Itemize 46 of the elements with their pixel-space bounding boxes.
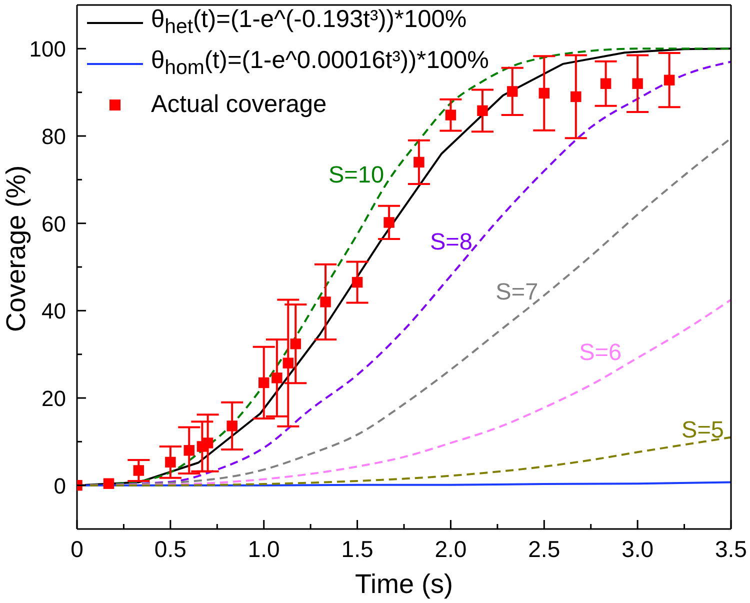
point — [202, 438, 214, 448]
series-label: S=8 — [430, 228, 472, 255]
y-tick-label: 40 — [42, 298, 66, 324]
point — [600, 78, 612, 89]
point — [352, 276, 363, 288]
series-label: S=5 — [682, 416, 724, 442]
point — [477, 105, 488, 116]
point — [133, 465, 144, 476]
y-axis-title: Coverage (%) — [1, 165, 31, 332]
point — [538, 88, 550, 99]
point — [632, 78, 643, 89]
legend-label: θ$_{het}$(t)=(1-e^(-0.193t³))*100% — [151, 6, 467, 39]
series-label: S=6 — [579, 338, 622, 365]
point — [320, 296, 331, 308]
point — [258, 377, 270, 388]
x-axis-title: Time (s) — [355, 569, 453, 599]
x-tick-label: 2.5 — [528, 536, 560, 562]
y-tick-label: 80 — [42, 124, 66, 149]
series-label: S=7 — [496, 278, 538, 304]
x-tick-label: 0 — [70, 536, 84, 562]
point — [507, 86, 518, 97]
x-tick-label: 2.0 — [434, 536, 467, 562]
y-tick-label: 60 — [42, 211, 66, 236]
x-tick-label: 3.0 — [622, 536, 654, 562]
point — [184, 445, 194, 456]
y-tick-label: 100 — [29, 36, 66, 62]
point — [445, 110, 456, 120]
point — [272, 372, 282, 384]
point — [290, 338, 301, 350]
point — [226, 420, 238, 432]
y-tick-label: 20 — [42, 386, 66, 411]
point — [384, 217, 394, 228]
point — [570, 91, 582, 102]
x-tick-label: 1.0 — [248, 536, 280, 562]
legend-label: Actual coverage — [151, 90, 327, 118]
point — [165, 456, 176, 468]
y-tick-label: 0 — [54, 473, 66, 498]
legend-label: θ$_{hom}$(t)=(1-e^0.00016t³))*100% — [151, 47, 489, 80]
x-tick-label: 1.5 — [341, 536, 374, 562]
point — [414, 156, 424, 168]
series-label: S=10 — [328, 162, 384, 188]
x-tick-label: 0.5 — [154, 536, 186, 562]
x-tick-label: 3.5 — [715, 536, 747, 562]
point — [664, 74, 675, 86]
point — [282, 358, 294, 368]
point — [103, 478, 114, 489]
